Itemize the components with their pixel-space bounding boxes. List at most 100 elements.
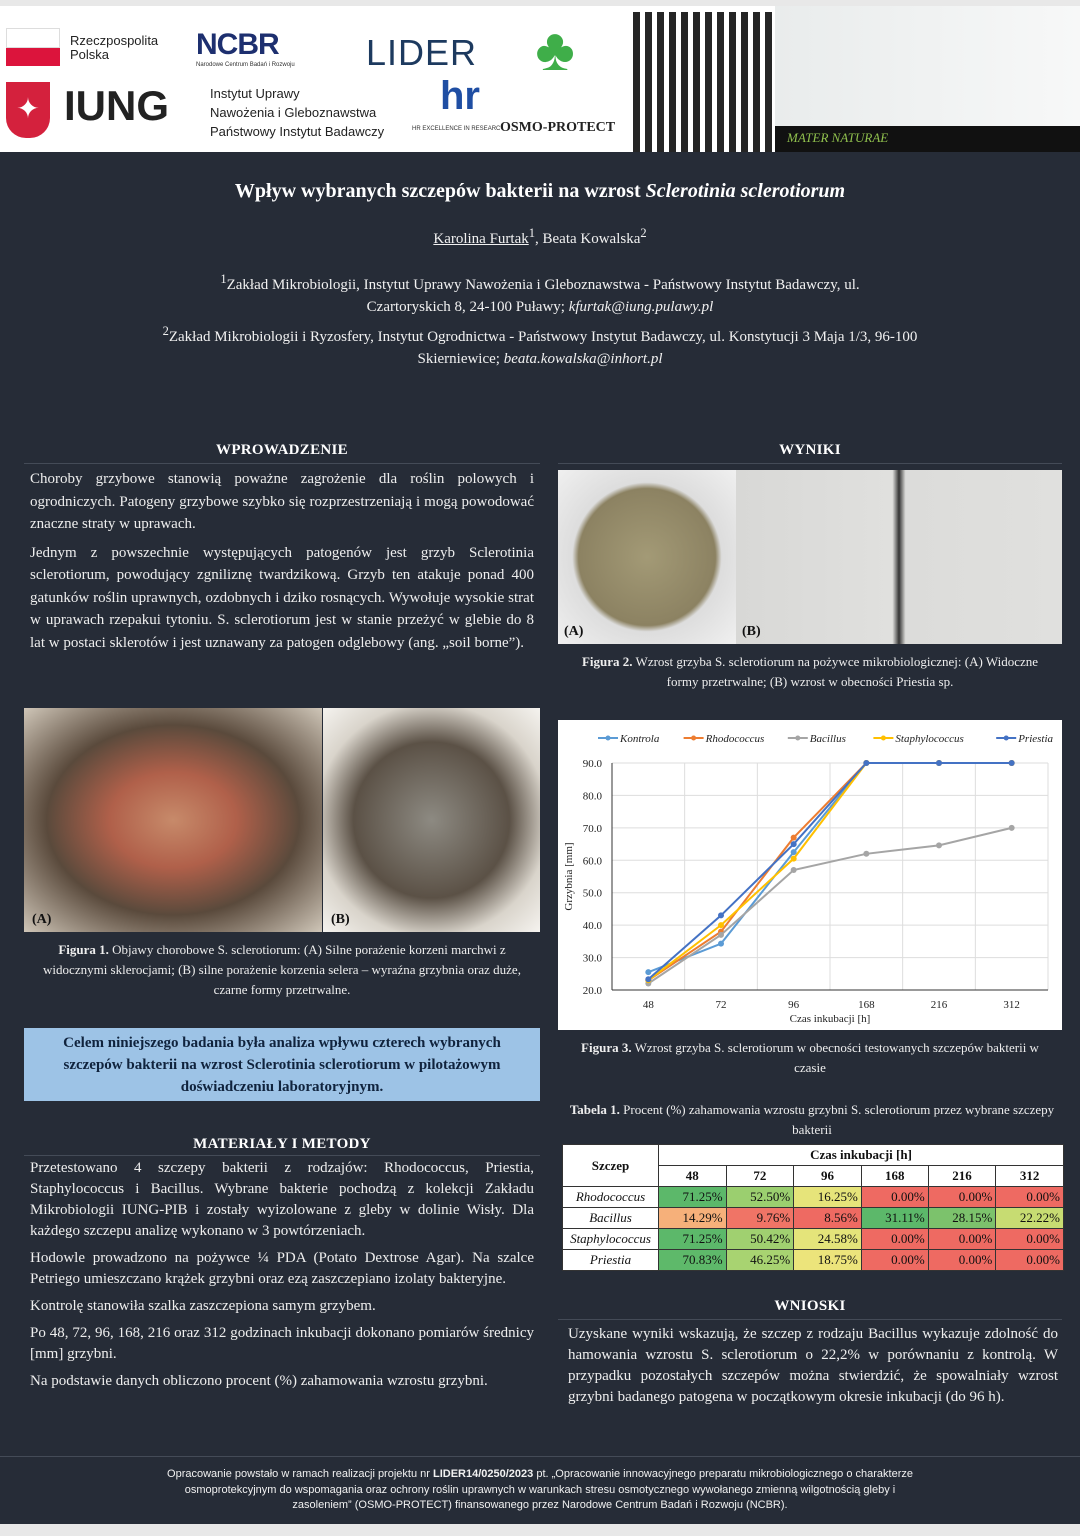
inhibition-cell: 0.00% — [995, 1249, 1064, 1271]
legend-label: Bacillus — [810, 733, 846, 745]
y-tick-label: 50.0 — [583, 888, 603, 900]
inhibition-cell: 0.00% — [995, 1228, 1064, 1250]
mater-naturae-logo: MATER NATURAE — [775, 126, 1080, 152]
x-tick-label: 48 — [643, 999, 655, 1011]
intro-heading: WPROWADZENIE — [24, 442, 540, 464]
data-point-staphylococcus — [718, 922, 724, 929]
fig3-caption: Figura 3. Wzrost grzyba S. sclerotiorum … — [570, 1038, 1050, 1078]
lider-logo: LIDER — [366, 32, 478, 73]
header-time-96: 96 — [793, 1165, 862, 1187]
table-caption: Tabela 1. Procent (%) zahamowania wzrost… — [560, 1100, 1064, 1140]
fig2-caption: Figura 2. Wzrost grzyba S. sclerotiorum … — [570, 652, 1050, 692]
header-time-168: 168 — [860, 1165, 929, 1187]
inhibition-cell: 70.83% — [658, 1249, 727, 1271]
table-row: Staphylococcus 71.25% 50.42% 24.58% 0.00% 0.0… — [562, 1228, 1064, 1250]
inhibition-cell: 16.25% — [793, 1186, 862, 1208]
data-point-kontrola — [718, 940, 724, 947]
inhibition-cell: 71.25% — [658, 1186, 727, 1208]
data-point-priestia — [718, 912, 724, 919]
inhibition-cell: 0.00% — [927, 1228, 997, 1250]
legend-marker — [1003, 735, 1009, 741]
conclusions-section: WNIOSKI Uzyskane wyniki wskazują, że szc… — [558, 1298, 1062, 1414]
y-tick-label: 70.0 — [583, 823, 603, 835]
x-tick-label: 312 — [1003, 999, 1020, 1011]
carrot-infection-photo: (A) — [24, 708, 322, 932]
methods-section: MATERIAŁY I METODY Przetestowano 4 szcze… — [24, 1136, 540, 1398]
petri-dish-photo-b: (B) — [736, 470, 1062, 644]
inhibition-cell: 71.25% — [658, 1228, 727, 1250]
header-time-72: 72 — [725, 1165, 795, 1187]
inhibition-cell: 0.00% — [995, 1186, 1064, 1208]
aff-email[interactable]: kfurtak@iung.pulawy.pl — [568, 299, 714, 315]
x-tick-label: 168 — [858, 999, 875, 1011]
petri-dish-photo-a: (A) — [558, 470, 736, 644]
legend-label: Kontrola — [619, 733, 660, 745]
methods-paragraph: Na podstawie danych obliczono procent (%… — [30, 1373, 488, 1389]
x-axis-title: Czas inkubacji [h] — [790, 1013, 871, 1025]
hr-subtitle: HR EXCELLENCE IN RESEARC — [412, 126, 501, 132]
fig1-caption-label: Figura 1. — [58, 942, 109, 957]
funding-footer: Opracowanie powstało w ramach realizacji… — [0, 1456, 1080, 1514]
y-tick-label: 90.0 — [583, 758, 603, 770]
y-tick-label: 60.0 — [583, 855, 603, 867]
mater-naturae-banner-image — [775, 6, 1080, 126]
header-strain: Szczep — [562, 1144, 659, 1187]
polish-flag-red — [6, 48, 60, 66]
aim-box: Celem niniejszego badania była analiza w… — [24, 1028, 540, 1101]
intro-paragraph: Choroby grzybowe stanowią poważne zagroż… — [30, 471, 534, 532]
data-point-bacillus — [790, 867, 797, 874]
inhibition-cell: 0.00% — [927, 1249, 997, 1271]
x-tick-label: 96 — [788, 999, 800, 1011]
growth-line-chart: 20.0 30.0 40.0 50.0 60.0 70.0 80.0 90.0 48 72 96 16… — [558, 720, 1062, 1030]
osmo-protect-logo: OSMO-PROTECT — [500, 120, 616, 135]
hr-logo: hr — [440, 74, 480, 118]
author-2-sup: 2 — [640, 226, 647, 240]
inhibition-cell: 9.76% — [725, 1207, 795, 1229]
iung-text: Instytut Uprawy Nawożenia i Gleboznawstw… — [210, 84, 384, 141]
eagle-emblem-icon: ✦ — [6, 82, 50, 138]
methods-paragraph: Przetestowano 4 szczepy bakterii z rodza… — [30, 1160, 534, 1239]
table-row: Bacillus 14.29% 9.76% 8.56% 31.11% 28.15% 22.2… — [562, 1207, 1064, 1229]
ncbr-subtitle: Narodowe Centrum Badań i Rozwoju — [196, 62, 295, 68]
header-time: Czas inkubacji [h] — [658, 1144, 1064, 1166]
header-time-312: 312 — [995, 1165, 1064, 1187]
iung-logo: IUNG — [64, 82, 169, 129]
authors: Karolina Furtak1, Beata Kowalska2 — [0, 226, 1080, 248]
fig2-caption-label: Figura 2. — [581, 654, 633, 669]
inhibition-cell: 18.75% — [793, 1249, 862, 1271]
fig1-caption: Figura 1. Objawy chorobowe S. sclerotior… — [28, 940, 536, 1000]
data-point-staphylococcus — [790, 855, 797, 862]
y-axis-title: Grzybnia [mm] — [563, 842, 575, 910]
ncbr-logo: NCBR — [196, 28, 280, 61]
iung-line: Nawożenia i Gleboznawstwa — [210, 105, 377, 120]
footer-text-2: pt. „Opracowanie innowacyjnego preparatu… — [184, 1468, 913, 1511]
inhibition-cell: 0.00% — [927, 1186, 997, 1208]
x-tick-label: 72 — [716, 999, 727, 1011]
data-point-priestia — [645, 976, 652, 983]
methods-paragraph: Hodowle prowadzono na pożywce ¼ PDA (Pot… — [30, 1250, 534, 1287]
fig1-label-b: (B) — [331, 912, 350, 927]
legend-marker — [691, 735, 697, 741]
x-tick-label: 216 — [931, 999, 948, 1011]
conclusions-text: Uzyskane wyniki wskazują, że szczep z ro… — [568, 1326, 1058, 1405]
fig3-caption-label: Figura 3. — [581, 1040, 632, 1055]
fig2-caption-text: Wzrost grzyba S. sclerotiorum na pożywce… — [632, 654, 1039, 689]
data-point-priestia — [1008, 760, 1015, 766]
results-heading: WYNIKI — [558, 442, 1062, 464]
author-1[interactable]: Karolina Furtak — [433, 231, 529, 247]
data-point-bacillus — [1008, 824, 1015, 831]
strain-name: Rhodococcus — [562, 1186, 659, 1208]
qr-code-icon[interactable] — [633, 12, 773, 152]
inhibition-cell: 0.00% — [860, 1228, 929, 1250]
rp-logo-text: Rzeczpospolita Polska — [70, 33, 159, 62]
aff-email[interactable]: beata.kowalska@inhort.pl — [503, 351, 663, 367]
poster-body: Wpływ wybranych szczepów bakterii na wzr… — [0, 152, 1080, 1524]
y-tick-label: 30.0 — [583, 953, 603, 965]
fig2-label-a: (A) — [564, 624, 584, 639]
data-point-bacillus — [863, 850, 870, 857]
inhibition-cell: 52.50% — [725, 1186, 795, 1208]
inhibition-cell: 31.11% — [860, 1207, 929, 1229]
aff-sup: 2 — [162, 324, 169, 338]
conclusions-heading: WNIOSKI — [558, 1298, 1062, 1320]
strain-name: Priestia — [562, 1249, 659, 1271]
